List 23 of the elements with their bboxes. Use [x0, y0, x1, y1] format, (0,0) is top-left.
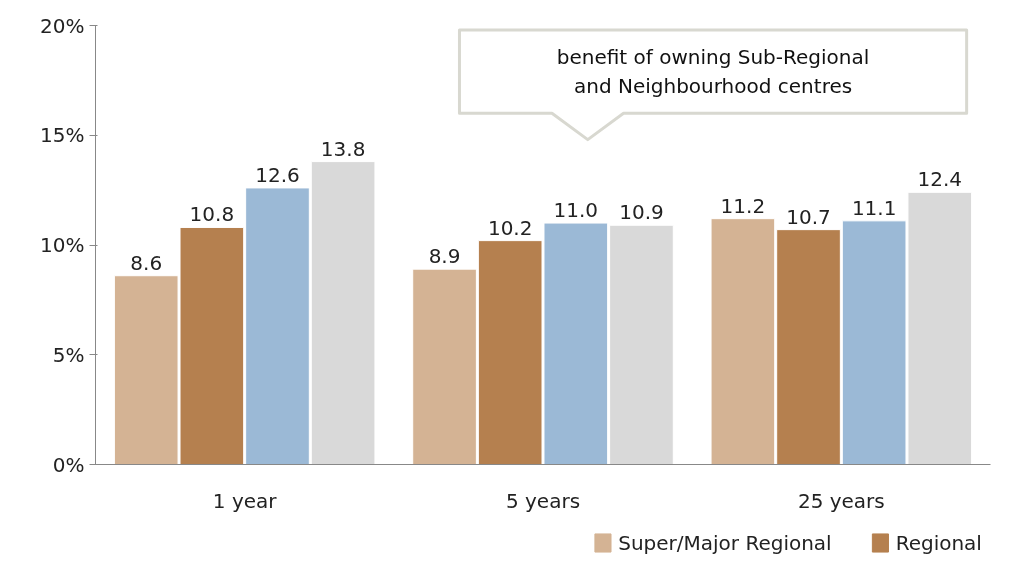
x-tick-label: 25 years	[797, 488, 885, 513]
y-tick-label: 20%	[40, 13, 85, 38]
data-label: 10.9	[619, 200, 664, 225]
data-label: 11.2	[720, 193, 766, 218]
data-label: 8.6	[130, 250, 163, 275]
data-label: 10.8	[189, 202, 235, 227]
y-tick-label: 0%	[52, 452, 85, 477]
y-tick-label: 15%	[40, 123, 85, 148]
legend-label: Super/Major Regional	[618, 531, 832, 555]
x-tick-label: 5 years	[505, 488, 581, 513]
data-label: 12.4	[917, 167, 963, 192]
data-label: 13.8	[320, 136, 366, 161]
legend-label: Regional	[895, 531, 982, 555]
data-label: 11.1	[851, 195, 897, 220]
x-tick-label: 1 year	[212, 488, 278, 513]
data-label: 10.2	[487, 215, 533, 240]
y-tick-label: 10%	[40, 233, 85, 257]
data-label: 8.9	[428, 244, 461, 269]
data-label: 11.0	[553, 198, 599, 223]
annotation: benefit of owning Sub-Regional and Neighbourhood centres	[556, 45, 870, 98]
y-tick-label: 5%	[52, 342, 85, 367]
data-label: 12.6	[255, 162, 300, 187]
data-label: 10.7	[786, 204, 831, 229]
